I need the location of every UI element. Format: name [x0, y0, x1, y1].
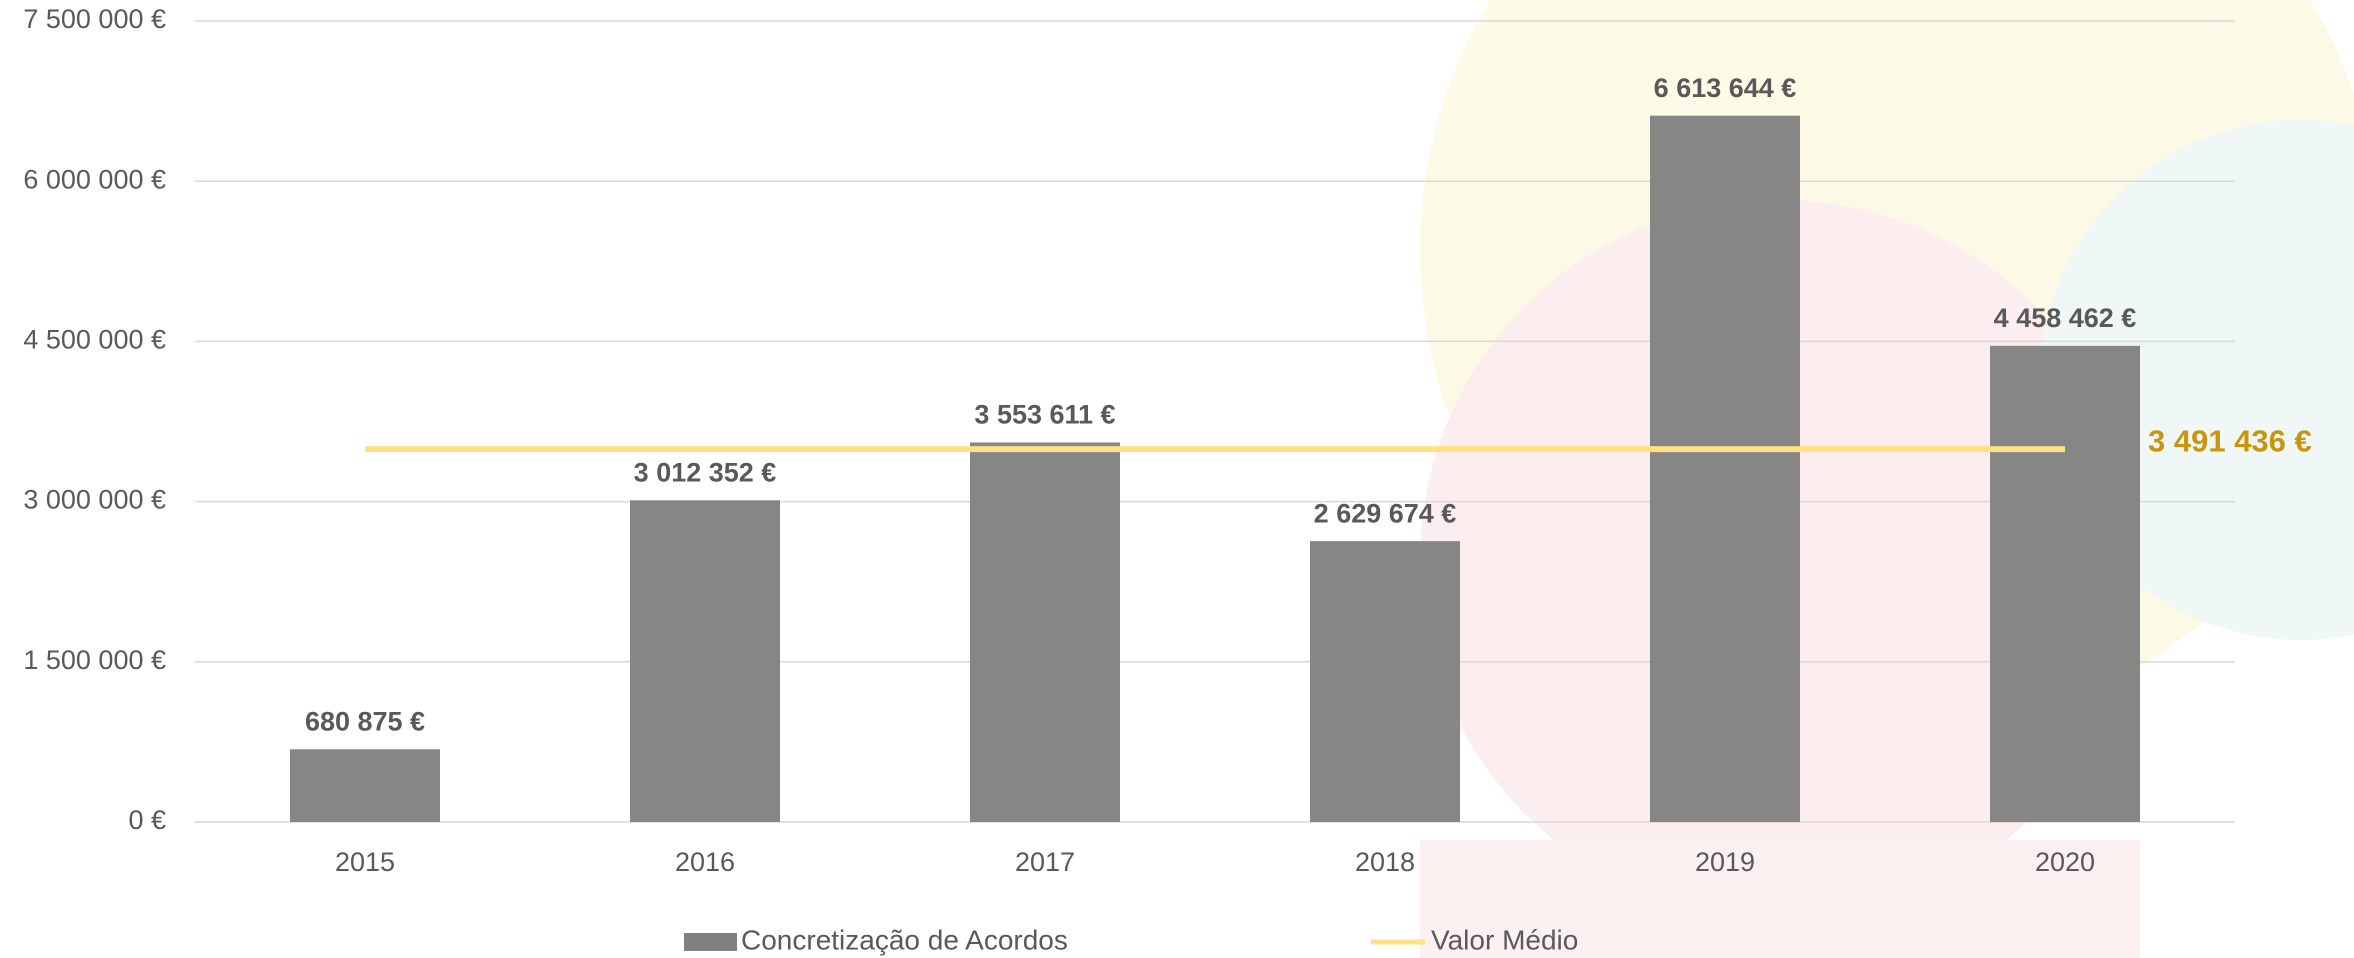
y-tick-label: 3 000 000 €	[23, 485, 166, 515]
bar	[1990, 346, 2140, 822]
y-tick-label: 4 500 000 €	[23, 325, 166, 355]
y-tick-label: 1 500 000 €	[23, 645, 166, 675]
x-tick-label: 2016	[675, 847, 735, 877]
average-label: 3 491 436 €	[2148, 423, 2312, 458]
background-decoration	[1420, 0, 2354, 958]
x-tick-label: 2020	[2035, 847, 2095, 877]
legend-label: Concretização de Acordos	[741, 924, 1068, 955]
data-label: 3 553 611 €	[974, 400, 1115, 430]
data-label: 6 613 644 €	[1654, 73, 1797, 103]
data-label: 680 875 €	[305, 706, 425, 736]
x-tick-label: 2015	[335, 847, 395, 877]
legend-swatch	[684, 933, 737, 951]
legend-label: Valor Médio	[1431, 924, 1578, 955]
bar	[970, 442, 1120, 822]
chart: 0 € 1 500 000 € 3 000 000 € 4 500 000 € 6 00…	[0, 0, 2354, 958]
bar	[630, 500, 780, 822]
bar	[1310, 541, 1460, 822]
x-tick-label: 2018	[1355, 847, 1415, 877]
x-tick-label: 2017	[1015, 847, 1075, 877]
bar	[290, 749, 440, 822]
data-label: 2 629 674 €	[1314, 498, 1457, 528]
y-tick-label: 7 500 000 €	[23, 4, 166, 34]
y-tick-label: 0 €	[128, 805, 166, 835]
x-tick-label: 2019	[1695, 847, 1755, 877]
bar	[1650, 116, 1800, 822]
data-label: 4 458 462 €	[1994, 303, 2137, 333]
data-label: 3 012 352 €	[634, 457, 777, 487]
y-tick-label: 6 000 000 €	[23, 164, 166, 194]
